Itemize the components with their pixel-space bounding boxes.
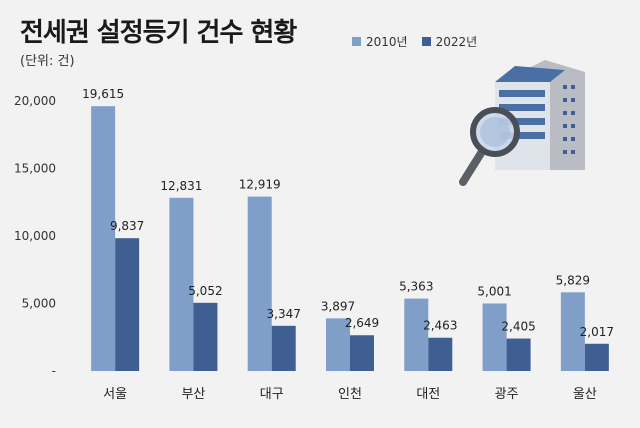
- chart-title: 전세권 설정등기 건수 현황: [20, 18, 297, 48]
- data-label: 9,837: [110, 219, 144, 233]
- unit-label: (단위: 건): [20, 54, 75, 69]
- data-label: 5,052: [188, 284, 222, 298]
- data-label: 5,829: [556, 273, 590, 287]
- data-label: 12,831: [160, 179, 202, 193]
- bar: [169, 197, 194, 371]
- data-label: 2,017: [580, 325, 614, 339]
- bar: [584, 343, 609, 371]
- bar: [482, 303, 507, 371]
- bar: [193, 302, 218, 371]
- legend-swatch-2022: [421, 37, 431, 46]
- bar: [404, 298, 429, 371]
- data-label: 12,919: [239, 178, 281, 192]
- data-label: 19,615: [82, 87, 124, 101]
- data-label: 2,405: [501, 320, 535, 334]
- bar: [271, 325, 296, 371]
- legend-item-2010: 2010년: [352, 33, 408, 50]
- bar: [326, 318, 350, 371]
- x-category-label: 서울: [103, 387, 127, 402]
- legend-label-2010: 2010년: [366, 35, 408, 49]
- data-label: 3,347: [267, 307, 301, 321]
- legend-item-2022: 2022년: [421, 33, 478, 50]
- y-tick-label: 15,000: [14, 162, 56, 176]
- bar: [115, 238, 140, 371]
- legend: 2010년 2022년: [352, 33, 491, 50]
- bar: [247, 196, 272, 371]
- bar: [506, 338, 531, 371]
- x-category-label: 대구: [260, 387, 284, 402]
- y-tick-label: 5,000: [22, 297, 56, 311]
- bar: [428, 337, 453, 371]
- y-tick-label: 20,000: [14, 94, 56, 108]
- bar: [560, 292, 585, 371]
- bar: [91, 106, 116, 371]
- x-category-label: 대전: [416, 387, 440, 402]
- bar: [350, 335, 374, 371]
- data-label: 5,001: [477, 284, 511, 298]
- legend-swatch-2010: [352, 37, 361, 46]
- data-label: 2,463: [423, 319, 457, 333]
- data-label: 3,897: [321, 299, 355, 313]
- data-label: 5,363: [399, 280, 433, 294]
- y-tick-label: -: [52, 364, 56, 378]
- x-category-label: 인천: [338, 387, 362, 402]
- legend-label-2022: 2022년: [435, 35, 478, 49]
- building-magnifier-icon: [459, 60, 585, 186]
- data-label: 2,649: [345, 316, 379, 330]
- x-category-label: 부산: [181, 387, 205, 402]
- x-category-label: 울산: [573, 387, 597, 402]
- y-tick-label: 10,000: [14, 229, 56, 243]
- x-category-label: 광주: [495, 387, 519, 402]
